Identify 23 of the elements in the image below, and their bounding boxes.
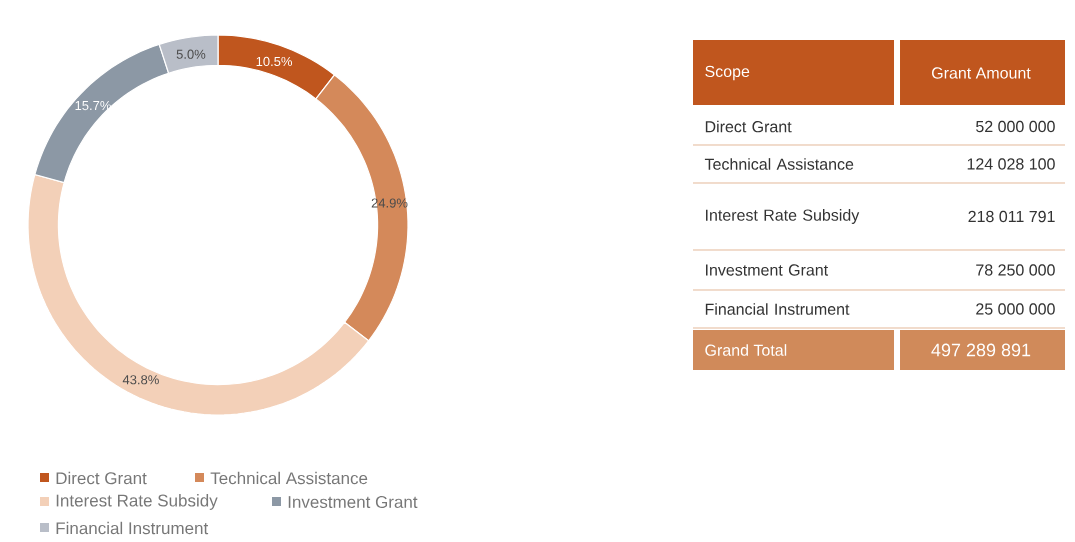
data-label: 15.7% (75, 100, 111, 111)
legend-label: Technical Assistance (210, 471, 368, 485)
legend-label: Interest Rate Subsidy (56, 494, 218, 510)
text: 52 000 000 (976, 120, 1055, 133)
text: 25 000 000 (976, 303, 1055, 315)
text: 218 011 791 (968, 210, 1055, 223)
category-label: Investment Grant (706, 264, 829, 276)
category-label: Technical Assistance (704, 158, 854, 170)
data-label: 5.0% (176, 49, 206, 59)
text: Grant Amount (932, 67, 1031, 79)
text: Scope (705, 65, 750, 81)
text: 124 028 100 (967, 158, 1055, 170)
data-label: 10.5% (256, 56, 293, 67)
text: 78 250 000 (976, 264, 1055, 276)
text: 497 289 891 (931, 343, 1031, 357)
category-label: Direct Grant (705, 120, 792, 133)
text: Grand Total (705, 344, 787, 356)
data-label: 43.8% (122, 375, 159, 385)
legend-label: Investment Grant (288, 495, 418, 509)
category-label: Interest Rate Subsidy (706, 209, 860, 224)
legend-label: Direct Grant (56, 471, 147, 485)
category-label: Financial Instrument (705, 303, 850, 315)
legend-label: Financial Instrument (56, 521, 209, 535)
